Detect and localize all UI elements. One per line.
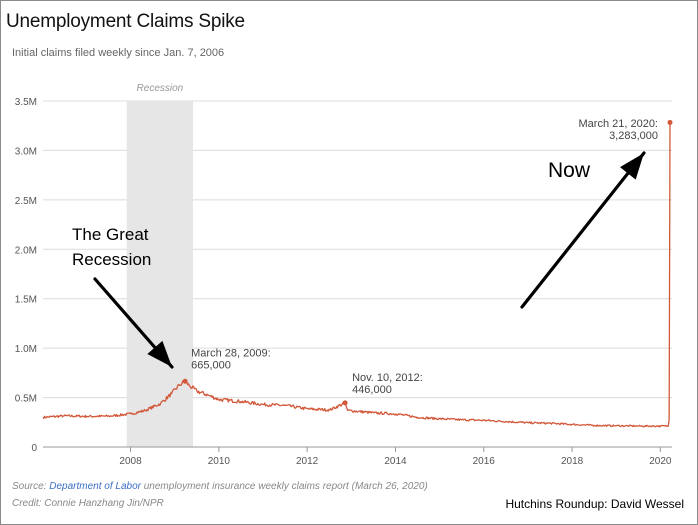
y-tick-label: 0 [31,443,37,454]
callout-great-recession: Recession [72,250,151,269]
y-tick-label: 1.0M [15,344,37,355]
x-tick-label: 2016 [473,456,496,467]
y-tick-label: 0.5M [15,394,37,405]
y-tick-label: 3.5M [15,97,37,108]
annotation-layer: March 28, 2009:665,000 Nov. 10, 2012:446,… [182,118,673,406]
annotation-dot [342,400,348,406]
x-tick-label: 2014 [384,456,407,467]
x-tick-label: 2020 [649,456,672,467]
annotation-label: 665,000 [191,359,231,371]
chart-subtitle: Initial claims filed weekly since Jan. 7… [12,47,225,59]
chart-title: Unemployment Claims Spike [6,11,245,32]
source-suffix: unemployment insurance weekly claims rep… [140,481,428,492]
x-tick-label: 2008 [119,456,142,467]
x-tick-label: 2010 [208,456,231,467]
y-tick-label: 2.0M [15,245,37,256]
x-tick-label: 2012 [296,456,319,467]
arrow-great-recession-head [147,340,172,367]
y-tick-label: 3.0M [15,146,37,157]
arrow-now-head [620,153,644,180]
callout-great-recession: The Great [72,225,149,244]
annotation-dot [667,119,673,125]
recession-band-layer: Recession [126,83,194,447]
annotation-label: 3,283,000 [609,130,658,142]
signature: Hutchins Roundup: David Wessel [505,497,684,511]
annotation-label: 446,000 [352,384,392,396]
recession-band [126,101,194,447]
annotation-label: March 21, 2020: [579,118,659,130]
source-prefix: Source: [12,481,50,492]
recession-label: Recession [137,83,184,94]
callout-now: Now [548,159,591,182]
source-note: Source: Department of Labor unemployment… [12,481,428,492]
series-layer [42,122,671,428]
annotation-dot [182,378,188,384]
annotation-label: Nov. 10, 2012: [352,372,423,384]
credit-note: Credit: Connie Hanzhang Jin/NPR [12,498,164,509]
series-line [42,122,671,428]
x-tick-label: 2018 [561,456,584,467]
callout-layer: The Great Recession Now [72,151,646,369]
axis-layer: 0 0.5M 1.0M 1.5M 2.0M 2.5M 3.0M 3.5M 2008 2010 201… [15,97,672,467]
source-link[interactable]: Department of Labor [49,481,141,492]
arrow-now-shaft [520,151,646,309]
y-tick-label: 2.5M [15,196,37,207]
annotation-label: March 28, 2009: [191,347,271,359]
y-tick-label: 1.5M [15,295,37,306]
